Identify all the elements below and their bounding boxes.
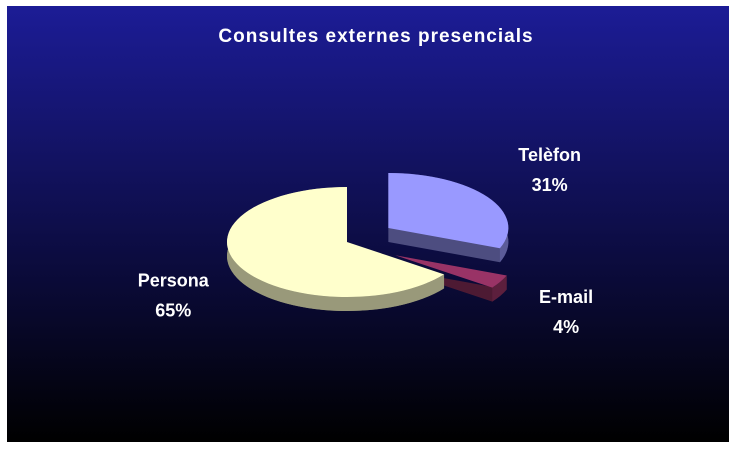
slice-side [227,187,445,311]
slice-value-label: 4% [553,317,579,337]
slice [227,187,445,298]
slice-value-label: 65% [155,301,191,321]
slice [395,255,507,288]
slice-side [492,275,507,302]
slice [388,172,509,249]
slice-label: Telèfon [518,145,581,165]
chart-background [7,6,729,442]
chart-title: Consultes externes presencials [218,26,533,47]
slice-label: E-mail [539,287,593,307]
slice-label: Persona [138,271,210,291]
slice-value-label: 31% [532,175,568,195]
